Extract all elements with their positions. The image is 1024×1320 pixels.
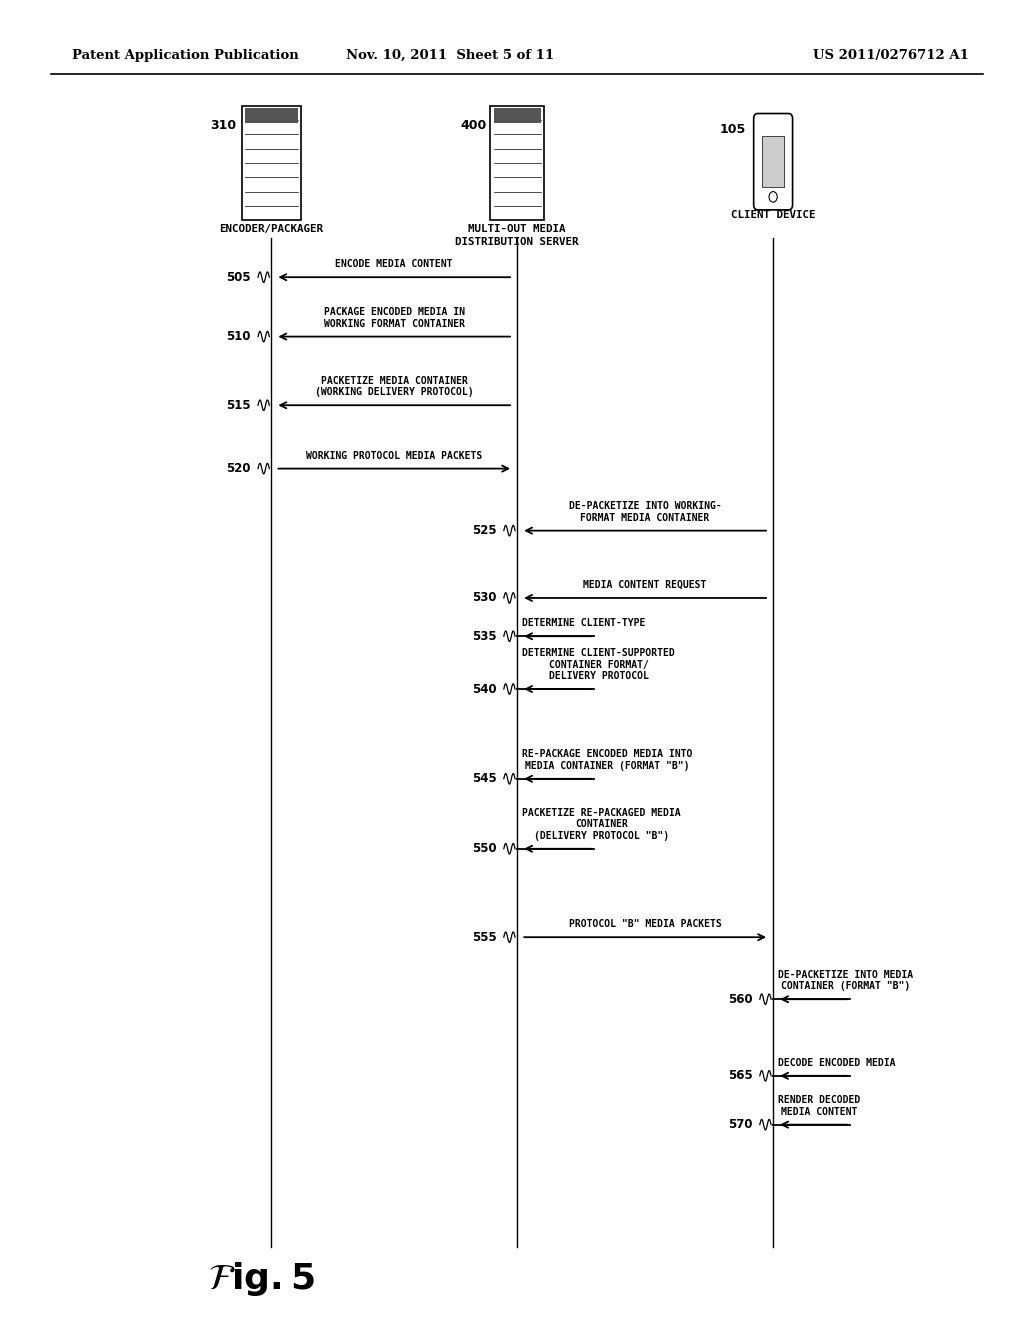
FancyBboxPatch shape bbox=[754, 114, 793, 210]
Text: MULTI-OUT MEDIA
DISTRIBUTION SERVER: MULTI-OUT MEDIA DISTRIBUTION SERVER bbox=[456, 224, 579, 247]
Text: PROTOCOL "B" MEDIA PACKETS: PROTOCOL "B" MEDIA PACKETS bbox=[568, 919, 722, 929]
Text: RE-PACKAGE ENCODED MEDIA INTO
MEDIA CONTAINER (FORMAT "B"): RE-PACKAGE ENCODED MEDIA INTO MEDIA CONT… bbox=[522, 750, 692, 771]
Text: WORKING PROTOCOL MEDIA PACKETS: WORKING PROTOCOL MEDIA PACKETS bbox=[306, 450, 482, 461]
Text: $\mathbf{\mathcal{F}ig.5}$: $\mathbf{\mathcal{F}ig.5}$ bbox=[208, 1261, 314, 1298]
Text: 400: 400 bbox=[461, 119, 487, 132]
Text: Patent Application Publication: Patent Application Publication bbox=[72, 49, 298, 62]
Text: PACKETIZE MEDIA CONTAINER
(WORKING DELIVERY PROTOCOL): PACKETIZE MEDIA CONTAINER (WORKING DELIV… bbox=[315, 376, 473, 397]
Text: 560: 560 bbox=[728, 993, 753, 1006]
Text: MEDIA CONTENT REQUEST: MEDIA CONTENT REQUEST bbox=[584, 579, 707, 590]
Text: CLIENT DEVICE: CLIENT DEVICE bbox=[731, 210, 815, 220]
Text: PACKETIZE RE-PACKAGED MEDIA
CONTAINER
(DELIVERY PROTOCOL "B"): PACKETIZE RE-PACKAGED MEDIA CONTAINER (D… bbox=[522, 808, 681, 841]
Text: 545: 545 bbox=[472, 772, 497, 785]
Text: 520: 520 bbox=[226, 462, 251, 475]
Text: ENCODE MEDIA CONTENT: ENCODE MEDIA CONTENT bbox=[336, 259, 453, 269]
Text: 525: 525 bbox=[472, 524, 497, 537]
Text: 550: 550 bbox=[472, 842, 497, 855]
Text: 530: 530 bbox=[472, 591, 497, 605]
Text: PACKAGE ENCODED MEDIA IN
WORKING FORMAT CONTAINER: PACKAGE ENCODED MEDIA IN WORKING FORMAT … bbox=[324, 308, 465, 329]
Text: 510: 510 bbox=[226, 330, 251, 343]
Text: DE-PACKETIZE INTO MEDIA
CONTAINER (FORMAT "B"): DE-PACKETIZE INTO MEDIA CONTAINER (FORMA… bbox=[778, 970, 913, 991]
Text: 540: 540 bbox=[472, 682, 497, 696]
Text: DETERMINE CLIENT-SUPPORTED
CONTAINER FORMAT/
DELIVERY PROTOCOL: DETERMINE CLIENT-SUPPORTED CONTAINER FOR… bbox=[522, 648, 675, 681]
Bar bbox=[242, 106, 301, 220]
Text: 570: 570 bbox=[728, 1118, 753, 1131]
Bar bbox=[494, 108, 541, 123]
Bar bbox=[490, 106, 544, 220]
Text: 505: 505 bbox=[226, 271, 251, 284]
Text: 565: 565 bbox=[728, 1069, 753, 1082]
Text: DETERMINE CLIENT-TYPE: DETERMINE CLIENT-TYPE bbox=[522, 618, 645, 628]
Text: 310: 310 bbox=[210, 119, 237, 132]
Text: DE-PACKETIZE INTO WORKING-
FORMAT MEDIA CONTAINER: DE-PACKETIZE INTO WORKING- FORMAT MEDIA … bbox=[568, 502, 722, 523]
Text: US 2011/0276712 A1: US 2011/0276712 A1 bbox=[813, 49, 969, 62]
Text: Nov. 10, 2011  Sheet 5 of 11: Nov. 10, 2011 Sheet 5 of 11 bbox=[346, 49, 555, 62]
Text: 555: 555 bbox=[472, 931, 497, 944]
Text: DECODE ENCODED MEDIA: DECODE ENCODED MEDIA bbox=[778, 1057, 896, 1068]
Text: 515: 515 bbox=[226, 399, 251, 412]
Text: 105: 105 bbox=[720, 123, 746, 136]
Text: ENCODER/PACKAGER: ENCODER/PACKAGER bbox=[219, 224, 324, 235]
Bar bbox=[762, 136, 784, 187]
Bar bbox=[245, 108, 298, 123]
Text: 535: 535 bbox=[472, 630, 497, 643]
Circle shape bbox=[769, 191, 777, 202]
Text: RENDER DECODED
MEDIA CONTENT: RENDER DECODED MEDIA CONTENT bbox=[778, 1096, 860, 1117]
